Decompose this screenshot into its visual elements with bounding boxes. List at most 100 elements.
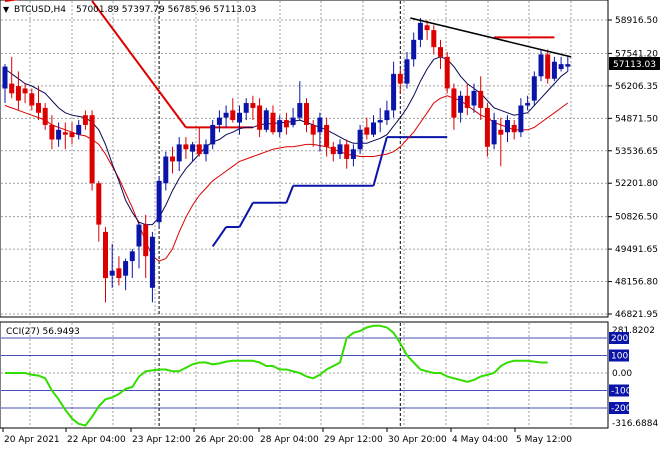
candle-body xyxy=(69,132,75,138)
candle-body xyxy=(190,144,196,152)
candle-body xyxy=(531,76,537,101)
time-label: 4 May 04:00 xyxy=(452,435,508,445)
candle-body xyxy=(237,112,242,123)
price-tick-label: 50826.50 xyxy=(615,213,658,223)
marker-vertical-lines xyxy=(158,1,401,427)
cci-level-label: 200 xyxy=(611,334,628,344)
time-label: 20 Apr 2021 xyxy=(4,435,60,445)
current-price-label: 57113.03 xyxy=(613,60,656,70)
cci-panel-frame xyxy=(0,321,609,429)
candle-body xyxy=(384,110,390,121)
candle-body xyxy=(196,144,202,155)
candle-body xyxy=(431,30,437,48)
candle-body xyxy=(397,73,403,84)
price-tick-label: 48156.80 xyxy=(615,278,658,288)
candle-body xyxy=(22,88,28,94)
candle-body xyxy=(364,127,370,135)
candle-body xyxy=(505,120,510,133)
cci-top-label: 281.8202 xyxy=(612,326,655,336)
candle-body xyxy=(545,54,551,79)
fast-ma-line xyxy=(4,56,569,226)
candle-body xyxy=(350,149,356,159)
candle-body xyxy=(538,54,544,77)
candle-body xyxy=(15,86,21,101)
candle-body xyxy=(49,124,55,140)
cci-level-box xyxy=(609,332,629,344)
time-axis: 20 Apr 2021 22 Apr 04:00 23 Apr 12:00 26 Ap… xyxy=(2,428,572,445)
price-tick-label: 49491.65 xyxy=(615,245,658,255)
candle-body xyxy=(471,90,477,106)
current-price-box xyxy=(609,57,660,70)
candle-body xyxy=(143,224,149,257)
main-panel-frame xyxy=(0,0,609,318)
candle-body xyxy=(170,156,175,162)
cci-level-lines xyxy=(1,337,607,409)
price-tick-label: 46821.95 xyxy=(615,310,658,320)
candle-body xyxy=(330,146,336,155)
time-label: 23 Apr 12:00 xyxy=(132,435,191,445)
candle-body xyxy=(377,120,383,123)
candle-body xyxy=(324,124,330,147)
price-tick-label: 53536.65 xyxy=(615,147,658,157)
trend-line-segment xyxy=(410,17,572,58)
candle-body xyxy=(464,95,470,108)
candle-body xyxy=(444,56,450,89)
candle-body xyxy=(525,103,531,106)
candle-body xyxy=(391,73,397,111)
candle-body xyxy=(498,129,504,135)
ohlc-label: 57001.89 57397.79 56785.96 57113.03 xyxy=(76,5,256,15)
candle-body xyxy=(337,144,343,155)
candle-body xyxy=(304,103,309,125)
candle-body xyxy=(451,88,457,118)
cci-level-box xyxy=(609,349,629,362)
candle-body xyxy=(411,39,417,60)
candle-body xyxy=(250,103,256,108)
stop-red-segment xyxy=(91,0,187,128)
trend-line[interactable] xyxy=(410,17,572,58)
time-label: 22 Apr 04:00 xyxy=(67,435,126,445)
candle-body xyxy=(283,120,289,128)
candle-body xyxy=(511,124,517,133)
candle-body xyxy=(417,22,423,40)
candle-body xyxy=(458,95,464,113)
main-grid xyxy=(1,1,607,316)
time-label: 5 May 12:00 xyxy=(516,435,572,445)
stop-blue-segment xyxy=(238,202,254,228)
candle-body xyxy=(371,122,376,135)
candle-body xyxy=(297,103,303,118)
candle-body xyxy=(230,110,236,121)
candle-body xyxy=(42,107,48,125)
price-tick-label: 52201.80 xyxy=(615,179,658,189)
price-axis: 58916.50 57541.20 56206.35 54871.50 53536.65… xyxy=(608,16,658,320)
candle-body xyxy=(317,117,323,133)
cci-series-line xyxy=(5,324,548,427)
candle-body xyxy=(270,112,276,133)
stop-blue-segment xyxy=(211,226,227,248)
collapse-arrow-icon[interactable]: ▼ xyxy=(3,5,10,14)
cci-bottom-label: -316.6884 xyxy=(612,419,658,429)
candle-body xyxy=(310,124,316,135)
candle-body xyxy=(216,117,222,125)
price-tick-label: 58916.50 xyxy=(615,16,658,26)
price-tick-label: 56206.35 xyxy=(615,82,658,92)
candle-body xyxy=(89,115,95,184)
candle-body xyxy=(243,103,249,113)
cci-level-label: -100 xyxy=(611,387,632,397)
candle-body xyxy=(277,120,283,133)
candle-body xyxy=(290,117,296,125)
cci-line xyxy=(5,324,548,427)
candle-body xyxy=(404,59,410,84)
stop-blue-segment xyxy=(285,185,295,204)
candle-body xyxy=(82,115,88,125)
candle-body xyxy=(29,93,35,106)
candle-body xyxy=(210,124,216,145)
price-tick-label: 54871.50 xyxy=(615,114,658,124)
candle-body xyxy=(96,183,102,225)
candle-body xyxy=(116,268,122,279)
cci-indicator-label: CCI(27) 56.9493 xyxy=(6,327,80,337)
cci-level-labels: 200 100 -100 -200 xyxy=(609,332,632,414)
cci-zero-label: 0.00 xyxy=(612,369,632,379)
candle-body xyxy=(183,144,189,150)
stop-blue-segment xyxy=(372,136,388,186)
